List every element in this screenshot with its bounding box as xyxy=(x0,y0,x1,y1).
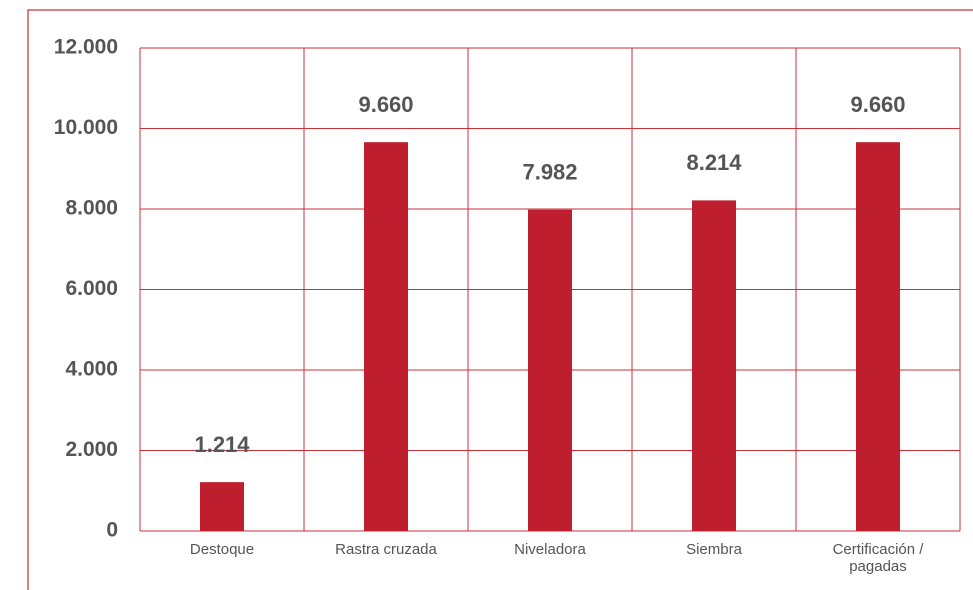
x-tick-label: Certificación / pagadas xyxy=(832,541,924,575)
x-tick-label: Niveladora xyxy=(514,541,586,558)
y-tick-label: 10.000 xyxy=(54,116,118,139)
y-tick-label: 4.000 xyxy=(65,358,118,381)
x-tick-label: Rastra cruzada xyxy=(335,541,437,558)
y-tick-label: 0 xyxy=(106,519,118,542)
value-label: 8.214 xyxy=(686,150,742,175)
y-tick-label: 12.000 xyxy=(54,36,118,59)
bar xyxy=(200,482,244,531)
frame xyxy=(27,9,973,590)
value-label: 9.660 xyxy=(358,92,413,117)
value-label: 9.660 xyxy=(850,92,905,117)
x-tick-label: Destoque xyxy=(189,541,255,558)
value-label: 7.982 xyxy=(522,160,577,185)
x-tick-label: Siembra xyxy=(686,541,742,558)
bar xyxy=(364,142,408,531)
y-tick-label: 8.000 xyxy=(65,197,118,220)
y-tick-label: 2.000 xyxy=(65,438,118,461)
value-label: 1.214 xyxy=(194,432,250,457)
bar xyxy=(692,200,736,531)
y-tick-label: 6.000 xyxy=(65,277,118,300)
bar xyxy=(528,209,572,532)
bar xyxy=(856,142,900,531)
